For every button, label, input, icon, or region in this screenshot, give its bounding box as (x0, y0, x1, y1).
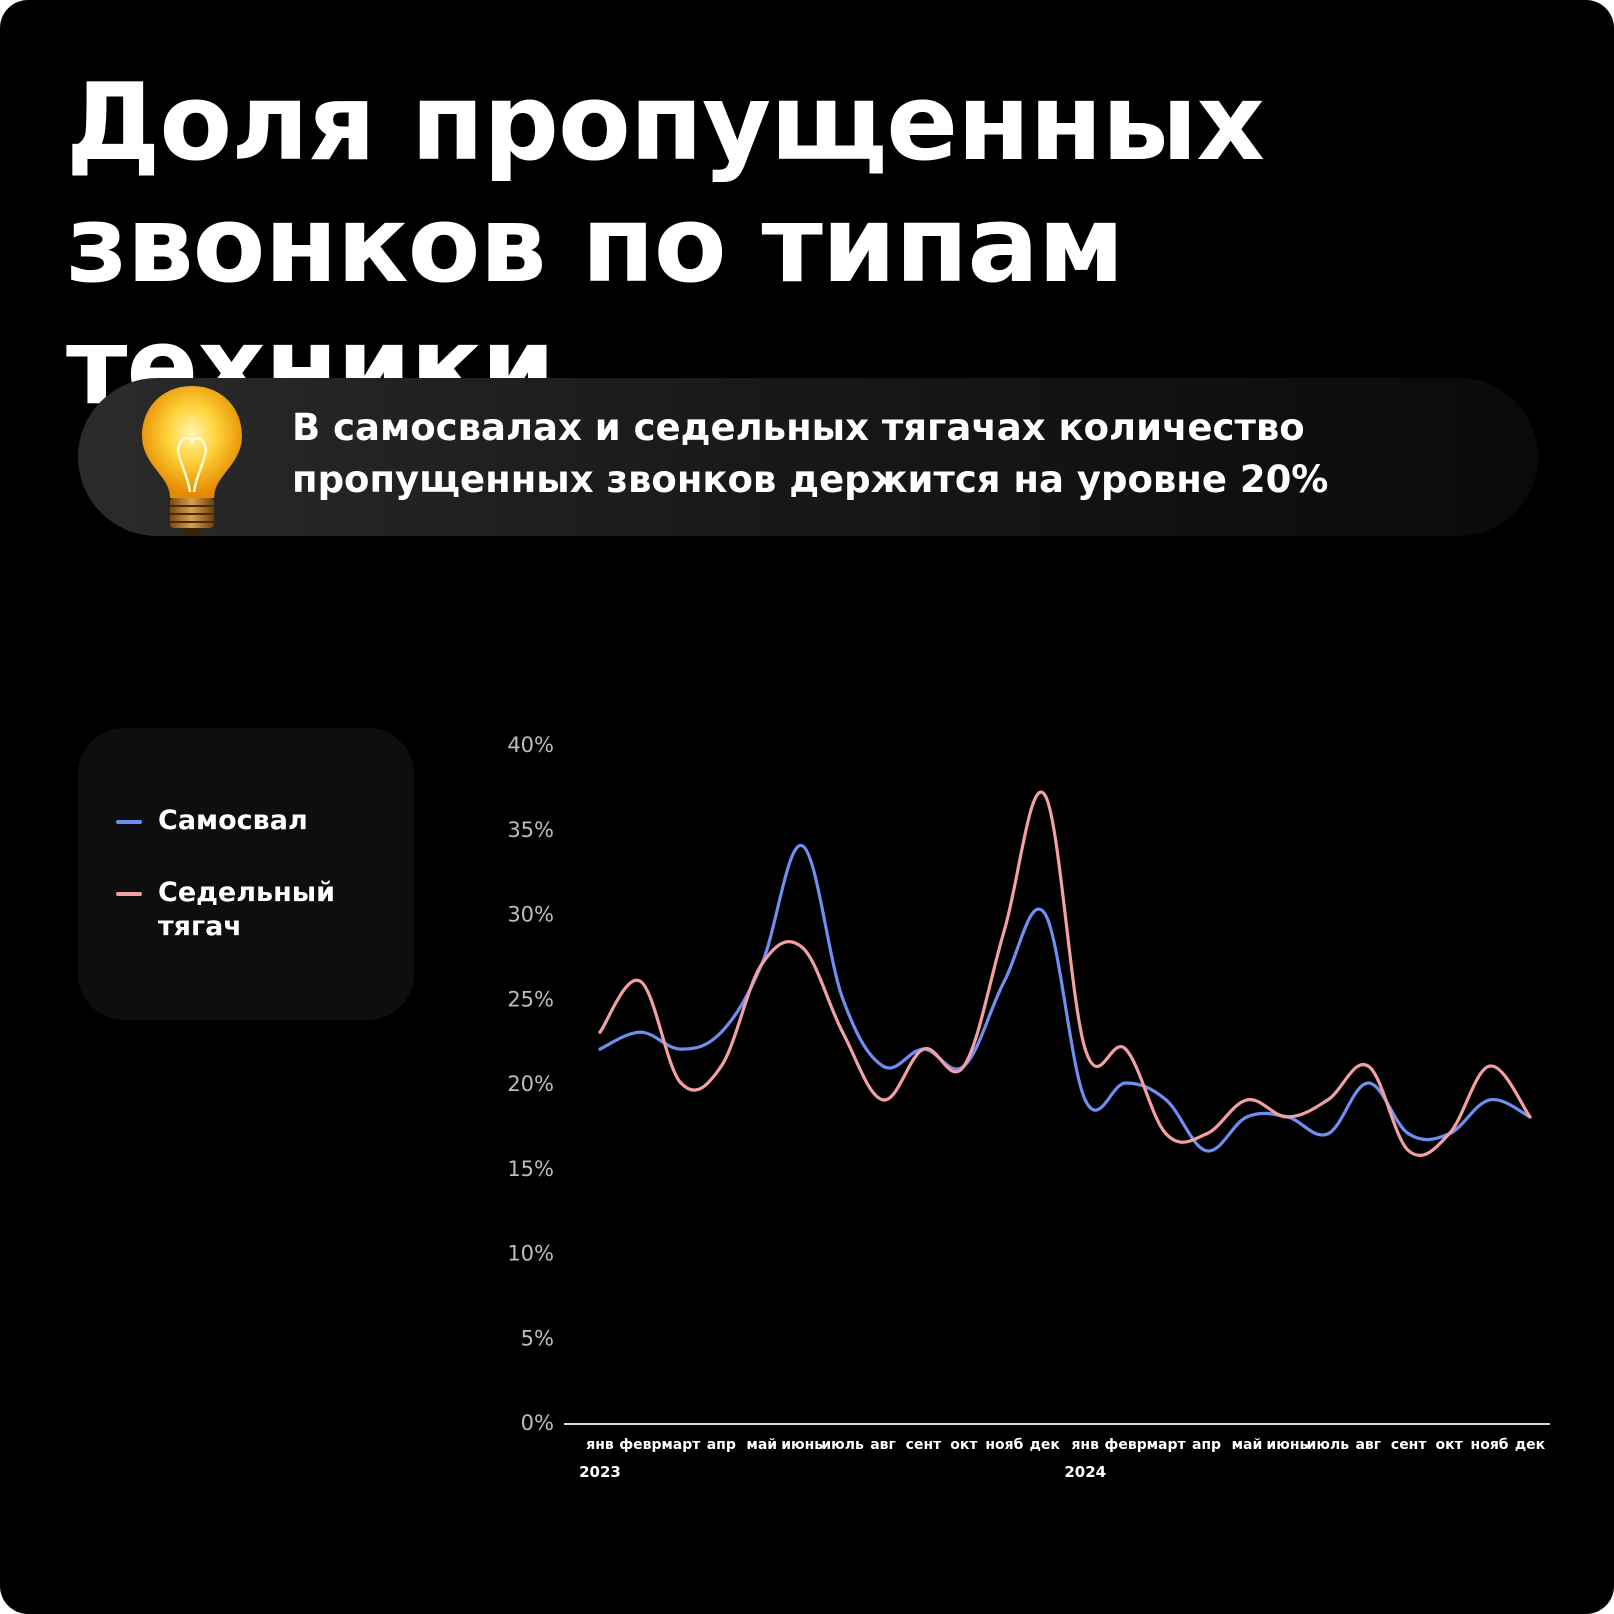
data-point (800, 945, 804, 949)
x-tick-label: авг (1355, 1437, 1381, 1453)
data-point (1124, 1047, 1128, 1051)
data-point (881, 1064, 885, 1068)
data-point (1124, 1081, 1128, 1085)
chart-legend (78, 728, 414, 1020)
x-tick-label: апр (707, 1437, 736, 1453)
x-tick-label: июнь (781, 1437, 823, 1453)
data-point (1083, 1098, 1087, 1102)
x-tick-label: апр (1192, 1437, 1221, 1453)
title-line-2: звонков по типам техники (66, 183, 1125, 428)
data-point (962, 1064, 966, 1068)
x-tick-label: май (746, 1437, 777, 1453)
data-point (598, 1047, 602, 1051)
data-point (1002, 928, 1006, 932)
x-tick-label: янв (586, 1437, 614, 1453)
x-tick-label: сент (1391, 1437, 1427, 1453)
data-point (638, 1030, 642, 1034)
x-tick-label: нояб (985, 1437, 1023, 1453)
x-tick-label: окт (950, 1437, 978, 1453)
data-point (1002, 979, 1006, 983)
x-tick-label: июль (821, 1437, 864, 1453)
y-tick-label: 0% (521, 1411, 554, 1435)
legend-swatch (116, 892, 142, 896)
data-point (1083, 1047, 1087, 1051)
data-point (638, 979, 642, 983)
x-tick-label: авг (870, 1437, 896, 1453)
data-point (598, 1030, 602, 1034)
x-tick-label: июнь (1266, 1437, 1308, 1453)
callout-text: В самосвалах и седельных тягачах количес… (292, 402, 1522, 506)
data-point (1366, 1081, 1370, 1085)
data-point (1285, 1115, 1289, 1119)
y-tick-label: 40% (507, 733, 554, 757)
data-point (800, 844, 804, 848)
data-point (1326, 1132, 1330, 1136)
callout-line-1: В самосвалах и седельных тягачах количес… (292, 406, 1305, 449)
legend-swatch (116, 820, 142, 824)
data-point (719, 1064, 723, 1068)
x-tick-label: март (661, 1437, 701, 1453)
x-tick-label: окт (1436, 1437, 1464, 1453)
x-tick-label: февр (619, 1437, 661, 1453)
data-point (1326, 1098, 1330, 1102)
data-point (1245, 1115, 1249, 1119)
data-point (1164, 1098, 1168, 1102)
x-tick-label: нояб (1471, 1437, 1509, 1453)
x-tick-label: дек (1030, 1437, 1061, 1453)
y-tick-label: 25% (507, 987, 554, 1011)
x-tick-label: май (1232, 1437, 1263, 1453)
data-point (1245, 1098, 1249, 1102)
series-line-1 (598, 844, 1532, 1153)
data-point (841, 1030, 845, 1034)
data-point (1204, 1132, 1209, 1136)
x-tick-label: янв (1071, 1437, 1099, 1453)
data-point (1043, 793, 1047, 797)
data-point (1447, 1132, 1451, 1136)
data-point (760, 962, 764, 966)
data-point (679, 1081, 683, 1085)
x-tick-label: март (1147, 1437, 1187, 1453)
callout-line-2: пропущенных звонков держится на уровне 2… (292, 458, 1329, 501)
data-point (1164, 1132, 1168, 1136)
data-point (1043, 911, 1047, 916)
y-tick-label: 15% (507, 1157, 554, 1181)
data-point (1407, 1132, 1411, 1136)
insight-callout (78, 378, 1538, 536)
lightbulb-icon (142, 386, 242, 536)
data-point (719, 1030, 723, 1034)
y-tick-label: 35% (507, 818, 554, 842)
data-point (1366, 1064, 1370, 1068)
data-point (679, 1047, 683, 1051)
data-point (1204, 1149, 1209, 1153)
x-year-label: 2024 (1064, 1463, 1106, 1481)
data-point (921, 1047, 926, 1051)
x-tick-label: июль (1307, 1437, 1350, 1453)
legend-label: Самосвал (158, 805, 308, 836)
y-tick-label: 10% (507, 1242, 554, 1266)
x-year-label: 2023 (579, 1463, 621, 1481)
data-point (1488, 1064, 1492, 1068)
legend-label: Седельный тягач (158, 877, 336, 942)
page-title: Доля пропущенных звонков по типам техник… (66, 62, 1566, 428)
x-tick-label: февр (1105, 1437, 1147, 1453)
series-line-2 (598, 790, 1532, 1158)
title-line-1: Доля пропущенных (66, 61, 1265, 184)
x-tick-label: дек (1515, 1437, 1546, 1453)
y-tick-label: 20% (507, 1072, 554, 1096)
data-point (1407, 1149, 1411, 1153)
data-point (1528, 1115, 1532, 1119)
line-chart: 0%5%10%15%20%25%30%35%40%янв февр март апр м… (507, 733, 1550, 1481)
data-point (881, 1098, 885, 1102)
y-tick-label: 5% (521, 1326, 554, 1350)
y-tick-label: 30% (507, 903, 554, 927)
data-point (1488, 1098, 1492, 1102)
data-point (841, 996, 845, 1000)
x-tick-label: сент (906, 1437, 942, 1453)
